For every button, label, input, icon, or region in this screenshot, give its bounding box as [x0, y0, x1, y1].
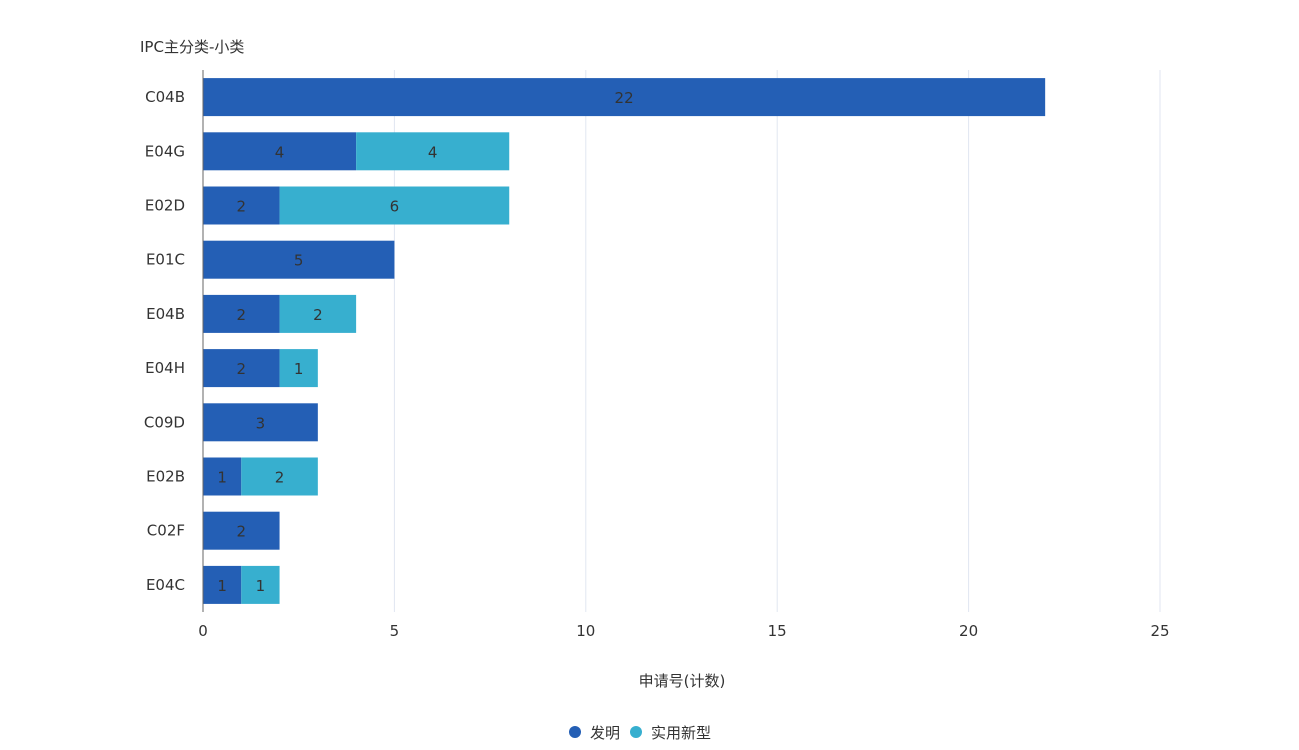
data-label: 1	[294, 360, 304, 378]
data-label: 2	[313, 306, 323, 324]
data-label: 2	[237, 306, 247, 324]
x-tick-label: 15	[768, 622, 787, 640]
data-label: 6	[390, 198, 400, 216]
data-label: 4	[275, 143, 285, 161]
bar-segment[interactable]	[203, 403, 318, 442]
x-tick-label: 0	[198, 622, 208, 640]
y-tick-label: E04B	[146, 305, 185, 323]
y-tick-label: C02F	[147, 522, 185, 540]
data-label: 22	[615, 89, 634, 107]
data-label: 2	[275, 469, 285, 487]
y-tick-label: C09D	[144, 413, 185, 431]
data-label: 4	[428, 143, 438, 161]
data-label: 3	[256, 414, 266, 432]
bar-segment[interactable]	[203, 457, 242, 496]
bar-segment[interactable]	[203, 186, 280, 225]
x-tick-label: 25	[1150, 622, 1169, 640]
bar-segment[interactable]	[203, 132, 357, 171]
x-axis-title: 申请号(计数)	[639, 672, 726, 690]
y-axis-title: IPC主分类-小类	[140, 38, 244, 56]
y-tick-label: E02D	[145, 197, 185, 215]
x-tick-label: 20	[959, 622, 978, 640]
x-tick-label: 10	[576, 622, 595, 640]
bar-segment[interactable]	[203, 240, 395, 279]
data-label: 2	[237, 198, 247, 216]
data-label: 2	[237, 523, 247, 541]
bar-segment[interactable]	[203, 511, 280, 550]
y-tick-label: E04H	[145, 359, 185, 377]
legend-label[interactable]: 发明	[590, 724, 620, 742]
data-label: 1	[256, 577, 266, 595]
y-tick-label: E04G	[145, 142, 185, 160]
bar-segment[interactable]	[203, 565, 242, 604]
bar-segment[interactable]	[241, 565, 280, 604]
data-label: 1	[217, 469, 227, 487]
bar-segment[interactable]	[203, 294, 280, 333]
bar-segment[interactable]	[279, 186, 510, 225]
data-label: 1	[217, 577, 227, 595]
legend-marker[interactable]	[569, 726, 581, 738]
y-tick-label: E02B	[146, 468, 185, 486]
y-tick-label: E01C	[146, 251, 185, 269]
bar-segment[interactable]	[203, 78, 1046, 117]
x-tick-label: 5	[390, 622, 400, 640]
bar-segment[interactable]	[279, 349, 318, 388]
y-tick-label: C04B	[145, 88, 185, 106]
bar-segment[interactable]	[241, 457, 318, 496]
data-label: 5	[294, 252, 304, 270]
legend-label[interactable]: 实用新型	[651, 724, 711, 742]
y-tick-label: E04C	[146, 576, 185, 594]
bar-segment[interactable]	[203, 349, 280, 388]
legend-marker[interactable]	[630, 726, 642, 738]
bar-segment[interactable]	[279, 294, 357, 333]
data-label: 2	[237, 360, 247, 378]
bar-segment[interactable]	[356, 132, 510, 171]
